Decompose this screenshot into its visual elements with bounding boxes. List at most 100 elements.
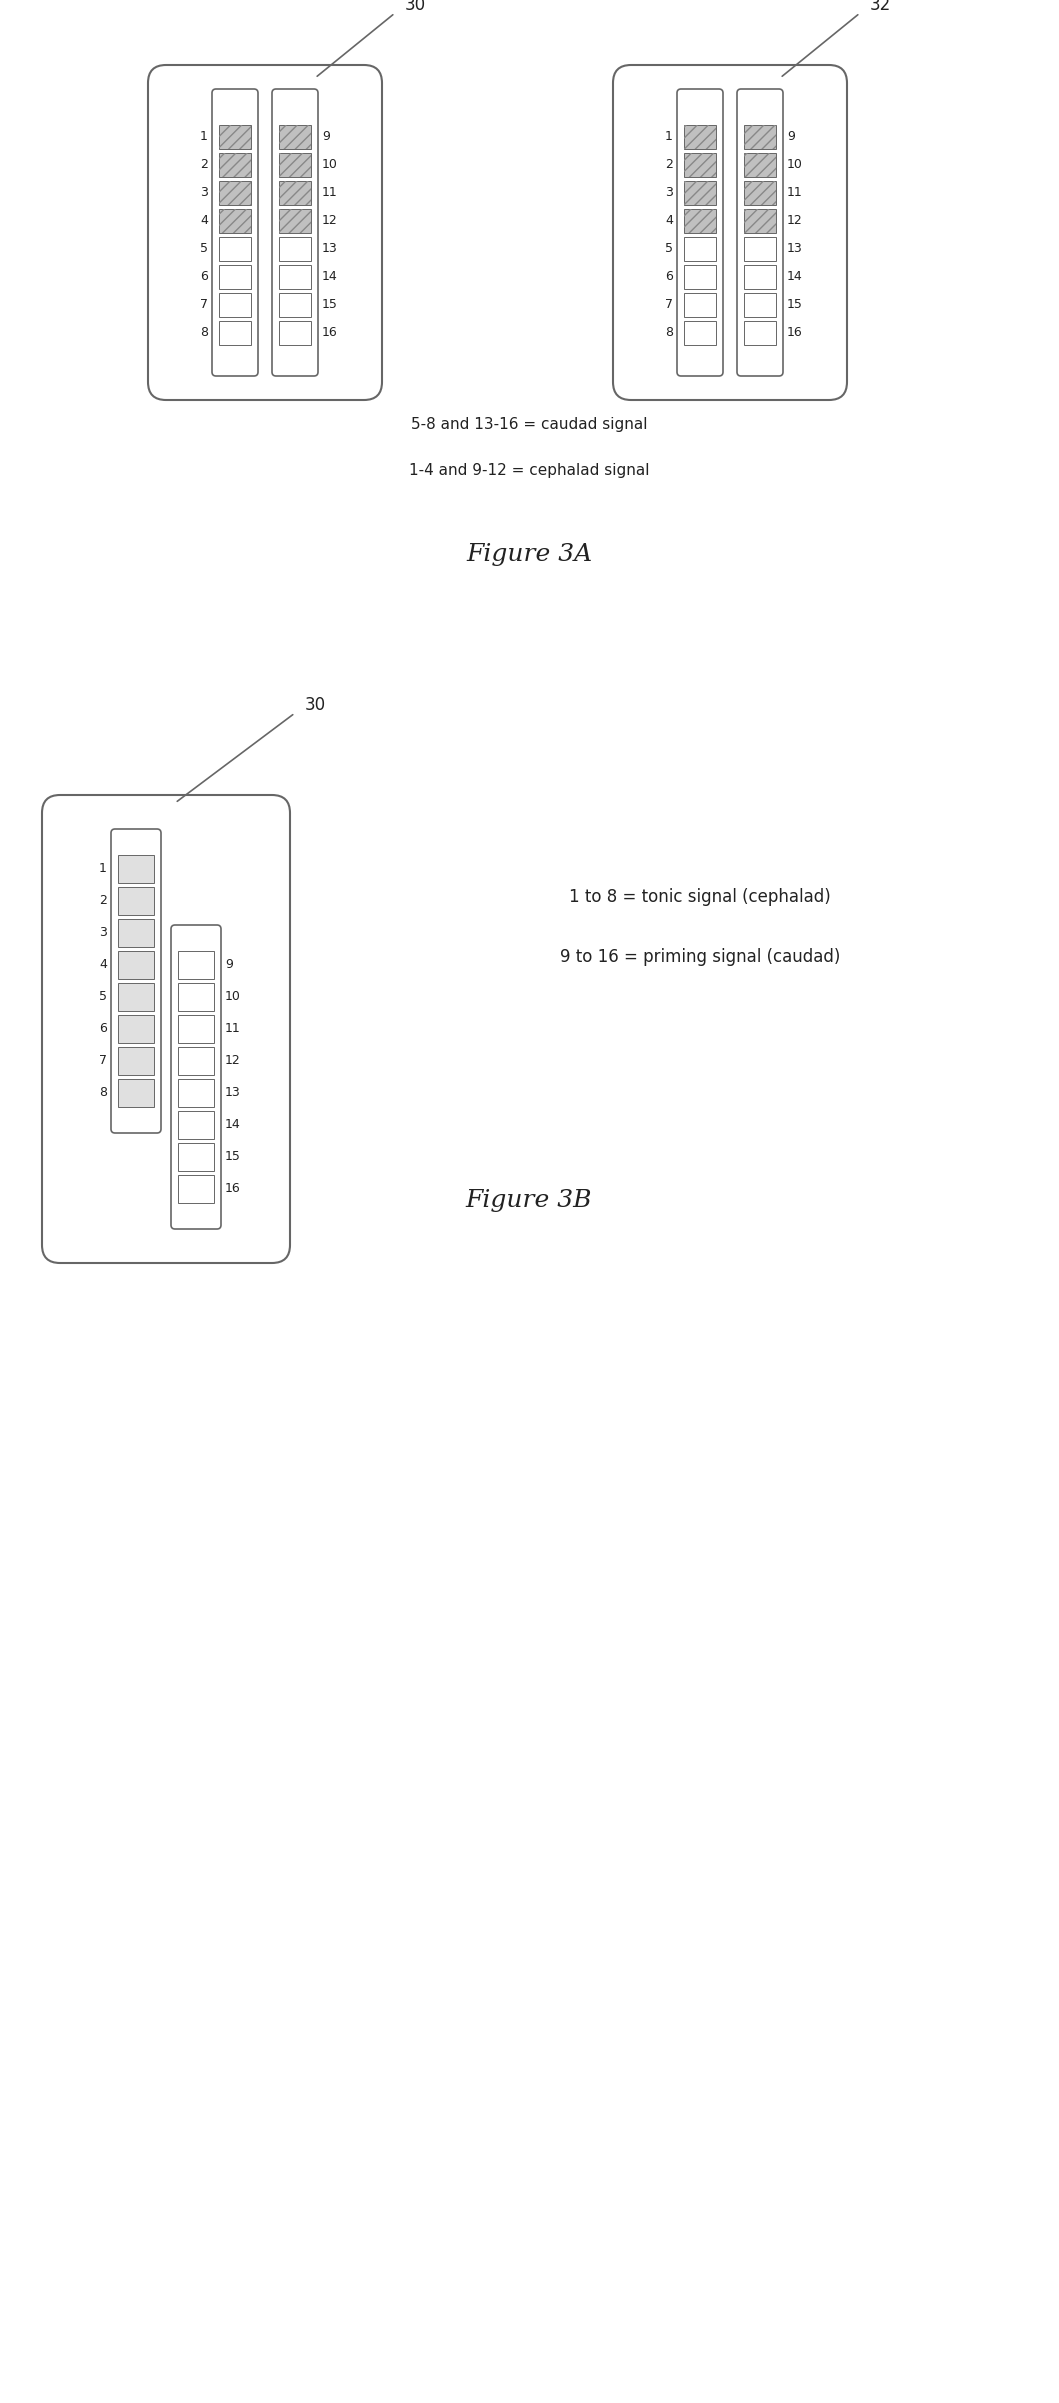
Bar: [744, 209, 776, 233]
Bar: [744, 125, 776, 149]
Bar: [744, 322, 776, 346]
Text: 14: 14: [787, 272, 803, 284]
Text: 5-8 and 13-16 = caudad signal: 5-8 and 13-16 = caudad signal: [411, 418, 647, 433]
Text: 8: 8: [200, 327, 208, 339]
Bar: [279, 264, 311, 288]
Text: 10: 10: [787, 159, 803, 171]
Text: 6: 6: [200, 272, 208, 284]
Bar: [118, 983, 154, 1012]
Text: 1 to 8 = tonic signal (cephalad): 1 to 8 = tonic signal (cephalad): [569, 889, 831, 906]
Bar: [279, 125, 311, 149]
Text: 3: 3: [100, 928, 107, 940]
Text: 7: 7: [665, 298, 674, 312]
Bar: [178, 1014, 214, 1043]
Text: 16: 16: [787, 327, 803, 339]
Bar: [219, 209, 251, 233]
Bar: [279, 180, 311, 204]
FancyBboxPatch shape: [212, 89, 258, 375]
Bar: [744, 180, 776, 204]
Text: Figure 3B: Figure 3B: [466, 1189, 592, 1214]
Text: 4: 4: [100, 959, 107, 971]
Bar: [279, 180, 311, 204]
Bar: [219, 180, 251, 204]
Text: 1: 1: [200, 130, 208, 144]
Bar: [219, 154, 251, 178]
Bar: [118, 887, 154, 916]
Text: 11: 11: [787, 187, 803, 199]
Bar: [219, 180, 251, 204]
Text: 1: 1: [665, 130, 674, 144]
Text: 5: 5: [200, 243, 208, 255]
Bar: [684, 154, 716, 178]
Text: 30: 30: [405, 0, 426, 14]
Bar: [219, 209, 251, 233]
Bar: [219, 264, 251, 288]
Text: 15: 15: [322, 298, 338, 312]
Text: 8: 8: [98, 1086, 107, 1101]
Bar: [178, 1048, 214, 1074]
Bar: [219, 322, 251, 346]
Bar: [744, 209, 776, 233]
Bar: [684, 125, 716, 149]
Bar: [744, 154, 776, 178]
Text: 11: 11: [322, 187, 338, 199]
Text: 7: 7: [200, 298, 208, 312]
Text: 16: 16: [225, 1182, 240, 1197]
Text: 12: 12: [322, 214, 338, 228]
FancyBboxPatch shape: [272, 89, 318, 375]
Bar: [219, 293, 251, 317]
Bar: [118, 855, 154, 882]
Text: 11: 11: [225, 1024, 240, 1036]
Text: 3: 3: [665, 187, 674, 199]
Text: 9 to 16 = priming signal (caudad): 9 to 16 = priming signal (caudad): [560, 949, 840, 966]
Bar: [684, 180, 716, 204]
Bar: [178, 983, 214, 1012]
Text: 9: 9: [787, 130, 795, 144]
Bar: [744, 264, 776, 288]
Text: -: -: [193, 990, 199, 1004]
Text: 8: 8: [665, 327, 674, 339]
Bar: [684, 293, 716, 317]
Bar: [118, 1079, 154, 1108]
Bar: [219, 125, 251, 149]
Bar: [118, 1014, 154, 1043]
Text: 9: 9: [322, 130, 329, 144]
Text: 6: 6: [665, 272, 674, 284]
Bar: [178, 952, 214, 978]
Bar: [279, 322, 311, 346]
Bar: [279, 154, 311, 178]
Bar: [178, 1175, 214, 1204]
FancyBboxPatch shape: [677, 89, 723, 375]
Text: 6: 6: [100, 1024, 107, 1036]
Bar: [279, 209, 311, 233]
Bar: [684, 180, 716, 204]
Bar: [684, 264, 716, 288]
Bar: [279, 154, 311, 178]
Text: 2: 2: [200, 159, 208, 171]
Text: 16: 16: [322, 327, 338, 339]
Text: 12: 12: [787, 214, 803, 228]
Text: 10: 10: [225, 990, 240, 1004]
Text: 13: 13: [787, 243, 803, 255]
FancyBboxPatch shape: [170, 925, 221, 1228]
Bar: [178, 1079, 214, 1108]
Bar: [118, 952, 154, 978]
Text: 1: 1: [100, 863, 107, 875]
Bar: [744, 238, 776, 262]
Text: +: +: [191, 1021, 202, 1036]
Bar: [279, 125, 311, 149]
Bar: [178, 1144, 214, 1170]
Text: 30: 30: [305, 697, 326, 714]
Bar: [219, 238, 251, 262]
Text: 13: 13: [322, 243, 338, 255]
Text: 15: 15: [787, 298, 803, 312]
Text: 10: 10: [322, 159, 338, 171]
Text: 13: 13: [225, 1086, 240, 1101]
Text: 3: 3: [200, 187, 208, 199]
Bar: [744, 125, 776, 149]
Text: 2: 2: [100, 894, 107, 908]
Text: +: +: [130, 990, 142, 1004]
Text: 4: 4: [665, 214, 674, 228]
Text: 5: 5: [98, 990, 107, 1004]
Text: 12: 12: [225, 1055, 240, 1067]
